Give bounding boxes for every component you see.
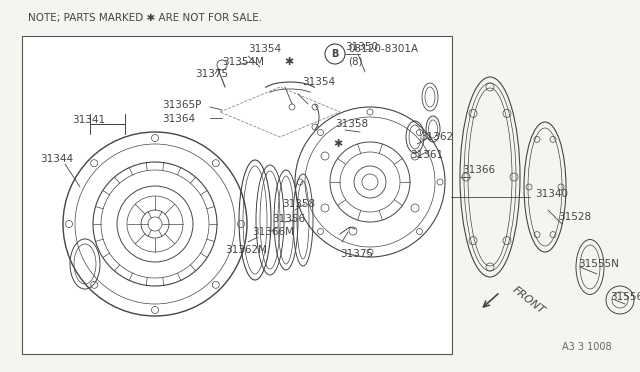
Text: 31375: 31375 bbox=[340, 249, 373, 259]
Text: 31556N: 31556N bbox=[610, 292, 640, 302]
Text: 31358: 31358 bbox=[282, 199, 315, 209]
Text: B: B bbox=[332, 49, 339, 59]
Text: 31364: 31364 bbox=[162, 114, 195, 124]
Text: 31375: 31375 bbox=[195, 69, 228, 79]
Text: 31354M: 31354M bbox=[222, 57, 264, 67]
Text: 31366: 31366 bbox=[462, 165, 495, 175]
Text: ✱: ✱ bbox=[284, 57, 294, 67]
Text: 31365P: 31365P bbox=[162, 100, 202, 110]
Text: NOTE; PARTS MARKED ✱ ARE NOT FOR SALE.: NOTE; PARTS MARKED ✱ ARE NOT FOR SALE. bbox=[28, 13, 262, 23]
Text: FRONT: FRONT bbox=[510, 284, 546, 315]
Text: (8): (8) bbox=[348, 56, 363, 66]
Text: 31555N: 31555N bbox=[578, 259, 619, 269]
Text: 31366M: 31366M bbox=[252, 227, 294, 237]
Text: 31362: 31362 bbox=[420, 132, 453, 142]
Text: 31356: 31356 bbox=[272, 214, 305, 224]
Text: 31362M: 31362M bbox=[225, 245, 267, 255]
Text: 31350: 31350 bbox=[345, 42, 378, 52]
Text: 31354: 31354 bbox=[248, 44, 281, 54]
Text: 31358: 31358 bbox=[335, 119, 368, 129]
Text: 31528: 31528 bbox=[558, 212, 591, 222]
Text: A3 3 1008: A3 3 1008 bbox=[563, 342, 612, 352]
Text: 31361: 31361 bbox=[410, 150, 443, 160]
FancyBboxPatch shape bbox=[22, 36, 452, 354]
Text: 31354: 31354 bbox=[302, 77, 335, 87]
Text: 08120-8301A: 08120-8301A bbox=[348, 44, 418, 54]
Text: 31340: 31340 bbox=[535, 189, 568, 199]
Text: 31341: 31341 bbox=[72, 115, 105, 125]
Text: ✱: ✱ bbox=[333, 139, 342, 149]
Text: 31344: 31344 bbox=[40, 154, 73, 164]
